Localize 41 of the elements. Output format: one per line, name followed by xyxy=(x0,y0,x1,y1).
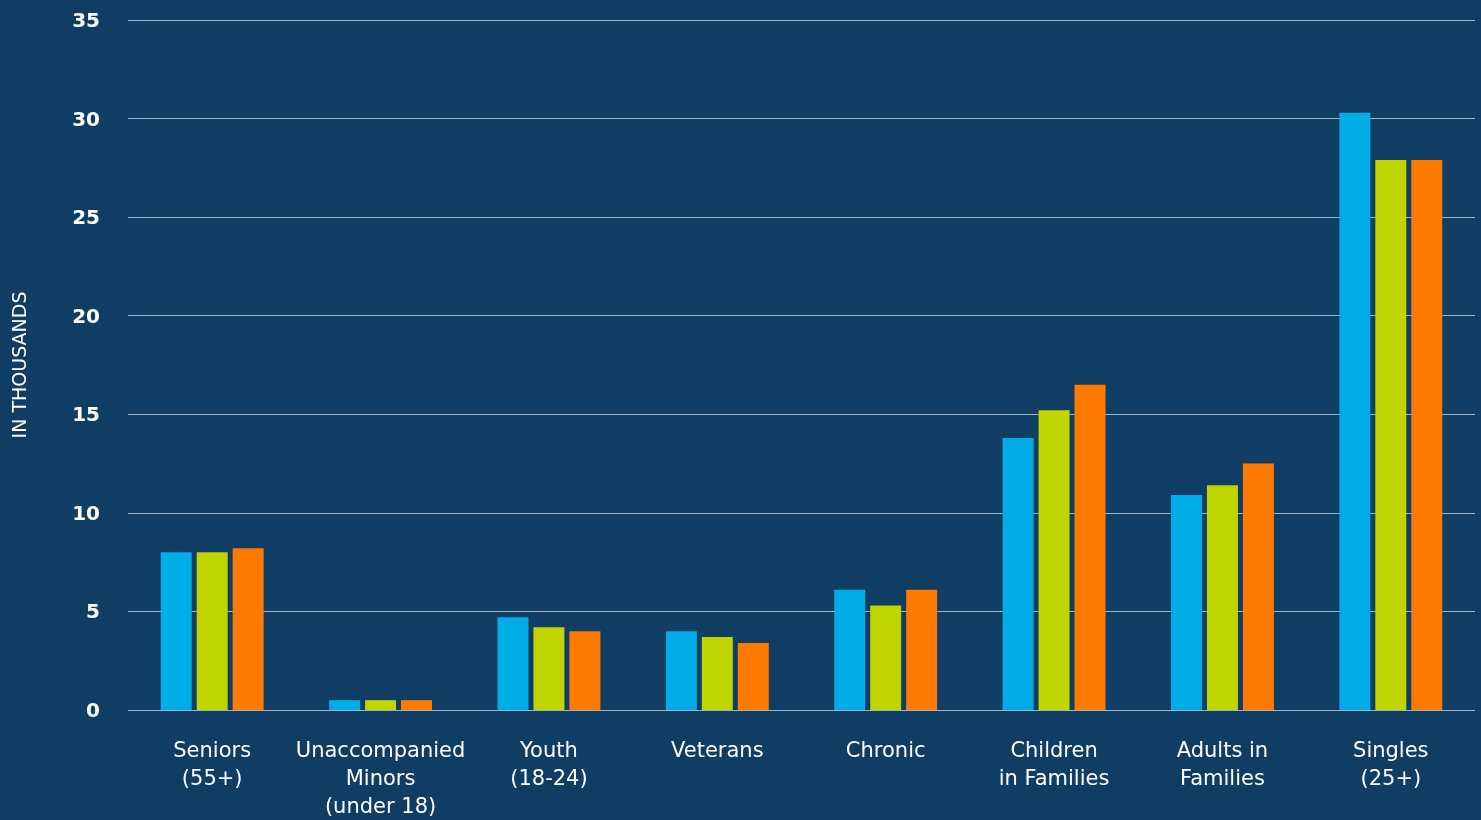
bar xyxy=(834,589,866,710)
bar xyxy=(1411,159,1443,710)
y-tick-label: 20 xyxy=(72,303,100,328)
bar xyxy=(497,617,529,710)
y-tick-label: 35 xyxy=(72,8,100,32)
y-tick-label: 15 xyxy=(72,402,100,427)
bar xyxy=(1206,485,1238,710)
bar xyxy=(701,637,733,710)
bar xyxy=(906,589,938,710)
bar xyxy=(1038,410,1070,710)
y-tick-label: 25 xyxy=(72,205,100,230)
y-tick-label: 10 xyxy=(72,500,100,525)
bar xyxy=(1242,463,1274,710)
bar xyxy=(569,631,601,710)
x-tick-label: Youth (18-24) xyxy=(510,738,588,790)
x-tick-label: Children in Families xyxy=(998,738,1110,790)
bar xyxy=(160,552,192,710)
x-tick-label: Adults in Families xyxy=(1176,738,1269,790)
bar xyxy=(1170,495,1202,710)
y-tick-label: 0 xyxy=(86,698,100,722)
bar xyxy=(870,605,902,710)
bar xyxy=(1002,437,1034,710)
bar xyxy=(737,642,769,710)
bar xyxy=(401,700,433,710)
x-tick-label: Seniors (55+) xyxy=(173,738,252,790)
bar xyxy=(533,627,565,710)
bar xyxy=(1375,159,1407,710)
bar xyxy=(1074,384,1106,710)
x-tick-label: Unaccompanied Minors (under 18) xyxy=(295,738,466,818)
y-axis-title: IN THOUSANDS xyxy=(7,291,30,439)
bar xyxy=(665,631,697,710)
bar xyxy=(329,700,361,710)
bar xyxy=(1339,112,1371,710)
y-tick-label: 30 xyxy=(72,106,100,131)
bar xyxy=(196,552,228,710)
x-tick-label: Veterans xyxy=(671,738,764,762)
x-tick-label: Chronic xyxy=(845,738,926,762)
y-tick-label: 5 xyxy=(86,599,100,624)
bar xyxy=(232,548,264,710)
bar xyxy=(365,700,397,710)
x-tick-label: Singles (25+) xyxy=(1353,738,1429,790)
